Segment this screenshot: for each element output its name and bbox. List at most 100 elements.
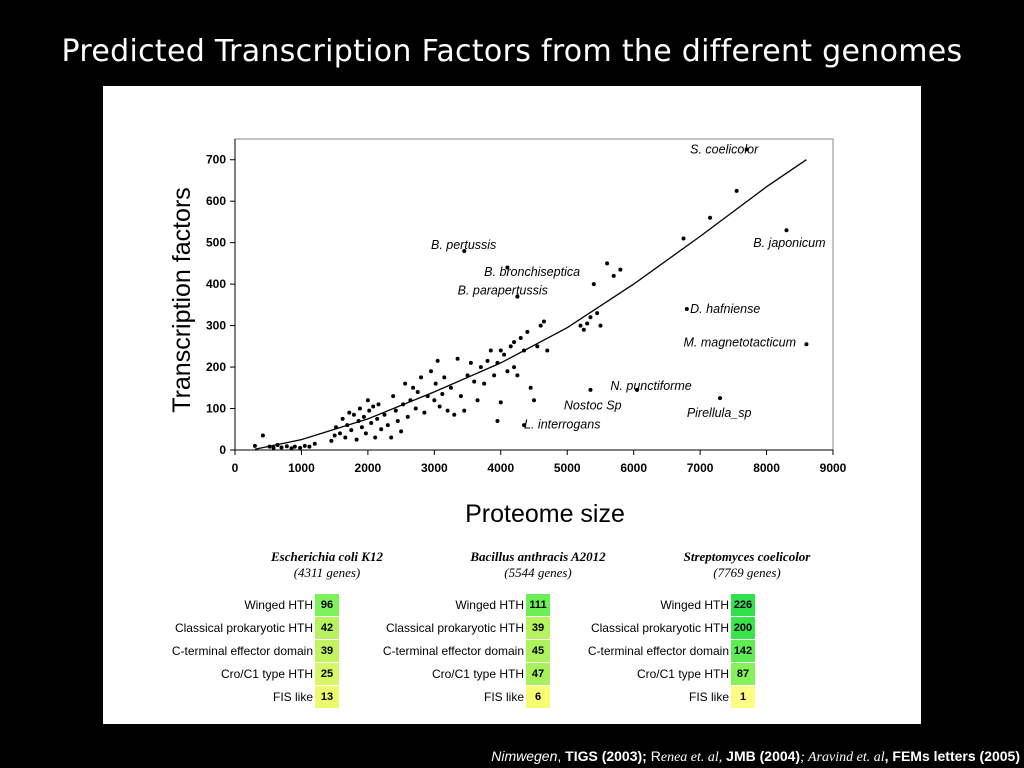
organism-name: Escherichia coli K12 — [271, 549, 383, 564]
data-point — [415, 389, 420, 394]
data-point — [684, 307, 689, 312]
citation-journal-1: TIGS (2003); — [565, 748, 647, 764]
data-point — [512, 340, 517, 345]
domain-label: C-terminal effector domain — [382, 644, 524, 658]
data-point — [455, 356, 460, 361]
data-point — [442, 375, 447, 380]
data-point — [634, 387, 639, 392]
organism-gene-count: (5544 genes) — [504, 565, 572, 580]
domain-row: C-terminal effector domain 45 — [278, 640, 598, 663]
domain-count-cell: 39 — [315, 640, 339, 663]
data-point — [581, 327, 586, 332]
domain-row: Cro/C1 type HTH 25 — [67, 663, 387, 686]
data-point — [337, 431, 342, 436]
point-annotations: S. coelicolor B. japonicum B. pertussis B. … — [431, 143, 826, 432]
data-point — [271, 445, 276, 450]
domain-label: FIS like — [483, 690, 524, 704]
data-point — [382, 412, 387, 417]
data-point — [289, 446, 294, 451]
domain-label: C-terminal effector domain — [171, 644, 313, 658]
data-point — [482, 381, 487, 386]
data-point — [345, 423, 350, 428]
data-point — [403, 381, 408, 386]
data-point — [681, 236, 686, 241]
data-point — [591, 282, 596, 287]
point-annotation: S. coelicolor — [690, 143, 759, 157]
data-point — [354, 437, 359, 442]
data-point — [522, 348, 527, 353]
organism-gene-count: (4311 genes) — [293, 565, 361, 580]
domain-count-cell: 87 — [731, 663, 755, 686]
domain-count-cell: 42 — [315, 617, 339, 640]
domain-count-cell: 13 — [315, 686, 339, 709]
data-point — [343, 435, 348, 440]
point-annotation: N. punctiforme — [610, 379, 691, 393]
point-annotation: M. magnetotacticum — [684, 335, 797, 349]
data-point — [411, 385, 416, 390]
domain-count-cell: 1 — [731, 686, 755, 709]
x-tick-label: 0 — [232, 461, 239, 475]
data-point — [452, 412, 457, 417]
data-point — [433, 381, 438, 386]
data-point — [333, 425, 338, 430]
data-point — [528, 385, 533, 390]
domain-count-cell: 96 — [315, 594, 339, 617]
y-axis-label: Transcription factors — [168, 187, 196, 413]
data-point — [340, 416, 345, 421]
data-point — [332, 433, 337, 438]
data-point — [302, 443, 307, 448]
point-annotation: B. japonicum — [753, 236, 825, 250]
data-point — [495, 418, 500, 423]
y-tick-label: 500 — [206, 236, 226, 250]
domain-count-cell: 47 — [526, 663, 550, 686]
point-annotation: L. interrogans — [524, 417, 600, 431]
domain-row: C-terminal effector domain 142 — [483, 640, 803, 663]
data-point — [284, 444, 289, 449]
data-point — [357, 406, 362, 411]
domain-count-cell: 45 — [526, 640, 550, 663]
data-point — [718, 396, 723, 401]
y-tick-label: 400 — [206, 277, 226, 291]
data-points — [252, 147, 809, 451]
citation-journal-3: , FEMs letters (2005) — [884, 748, 1020, 764]
domain-row: Cro/C1 type HTH 87 — [483, 663, 803, 686]
data-point — [365, 398, 370, 403]
data-point — [585, 321, 590, 326]
domain-row: Winged HTH 96 — [67, 594, 387, 617]
data-point — [312, 441, 317, 446]
data-point — [804, 342, 809, 347]
data-point — [347, 410, 352, 415]
domain-count-cell: 39 — [526, 617, 550, 640]
domain-row: C-terminal effector domain 39 — [67, 640, 387, 663]
data-point — [465, 373, 470, 378]
data-point — [292, 444, 297, 449]
data-point — [505, 265, 510, 270]
data-point — [437, 404, 442, 409]
point-annotation: D. hafniense — [690, 302, 760, 316]
domain-row: Classical prokaryotic HTH 39 — [278, 617, 598, 640]
organism-name: Streptomyces coelicolor — [683, 549, 811, 564]
citation: Nimwegen, TIGS (2003); Renea et. al, JMB… — [491, 748, 1020, 765]
data-point — [515, 294, 520, 299]
data-point — [379, 427, 384, 432]
data-point — [744, 147, 749, 152]
data-point — [605, 261, 610, 266]
point-annotation: B. pertussis — [431, 238, 496, 252]
x-tick-label: 1000 — [288, 461, 315, 475]
domain-row: FIS like 13 — [67, 686, 387, 709]
data-point — [492, 373, 497, 378]
data-point — [413, 406, 418, 411]
data-point — [359, 425, 364, 430]
data-point — [498, 348, 503, 353]
data-point — [588, 387, 593, 392]
data-point — [512, 365, 517, 370]
domain-count-cell: 200 — [731, 617, 755, 640]
data-point — [401, 402, 406, 407]
data-point — [389, 435, 394, 440]
domain-label: FIS like — [272, 690, 313, 704]
data-point — [435, 358, 440, 363]
domain-row: Cro/C1 type HTH 47 — [278, 663, 598, 686]
data-point — [432, 398, 437, 403]
organism-header-banthracis: Bacillus anthracis A2012 (5544 genes) — [428, 549, 648, 581]
x-axis-label: Proteome size — [465, 500, 625, 526]
